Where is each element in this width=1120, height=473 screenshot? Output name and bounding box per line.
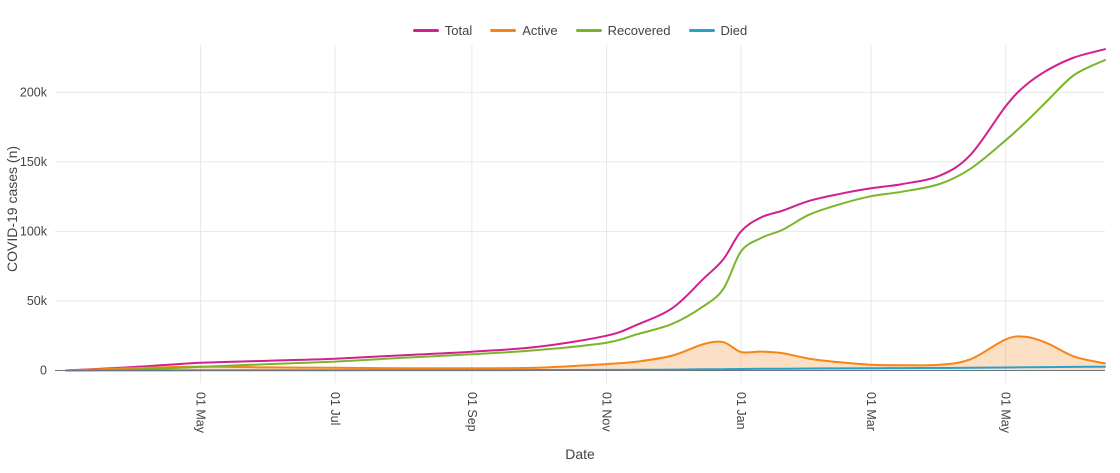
series-line-active xyxy=(65,335,1106,372)
legend-label: Total xyxy=(444,23,473,38)
legend-item-died[interactable]: Died xyxy=(688,23,748,38)
y-axis-title: COVID-19 cases (n) xyxy=(4,146,20,272)
legend-swatch xyxy=(575,29,602,32)
y-tick-label: 100k xyxy=(20,224,48,238)
x-tick-label: 01 Nov xyxy=(600,392,614,432)
y-axis-ticks: 0 50k 100k 150k 200k xyxy=(20,85,48,377)
y-tick-label: 150k xyxy=(20,155,48,169)
legend-swatch xyxy=(490,29,517,32)
gridlines xyxy=(55,45,1105,383)
series-line-recovered xyxy=(65,59,1106,372)
legend-item-total[interactable]: Total xyxy=(412,23,473,38)
legend-swatch xyxy=(688,29,715,32)
legend-label: Recovered xyxy=(607,23,671,38)
series-line-total xyxy=(65,48,1106,372)
x-axis-title: Date xyxy=(565,446,595,462)
legend-label: Died xyxy=(720,23,748,38)
y-tick-label: 200k xyxy=(20,85,48,99)
x-tick-label: 01 Sep xyxy=(465,392,479,432)
y-tick-label: 0 xyxy=(40,364,47,378)
legend-swatch xyxy=(412,29,439,32)
x-tick-label: 01 Jan xyxy=(734,392,748,430)
x-tick-label: 01 Mar xyxy=(864,392,878,431)
x-tick-label: 01 May xyxy=(999,392,1013,434)
x-tick-label: 01 May xyxy=(194,392,208,434)
y-tick-label: 50k xyxy=(27,294,48,308)
x-axis-ticks: 01 May 01 Jul 01 Sep 01 Nov 01 Jan 01 Mar 01 M… xyxy=(194,392,1013,434)
x-tick-label: 01 Jul xyxy=(328,392,342,425)
series-layer xyxy=(65,48,1106,372)
legend: Total Active Recovered Died xyxy=(55,23,1105,38)
legend-item-active[interactable]: Active xyxy=(490,23,558,38)
legend-label: Active xyxy=(522,23,558,38)
legend-item-recovered[interactable]: Recovered xyxy=(575,23,671,38)
